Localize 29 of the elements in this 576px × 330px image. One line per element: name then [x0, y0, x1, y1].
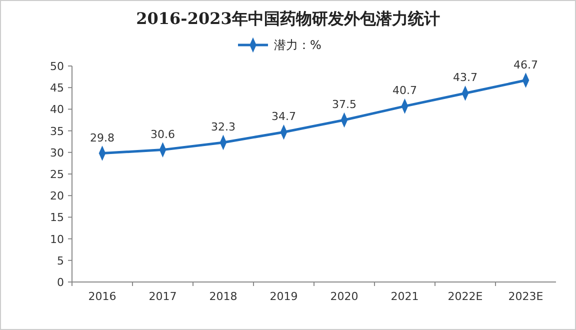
x-tick-label: 2020: [330, 290, 358, 303]
y-tick-label: 45: [50, 82, 64, 95]
x-tick-label: 2019: [270, 290, 298, 303]
chart-title: 2016-2023年中国药物研发外包潜力统计: [136, 9, 440, 28]
data-label: 34.7: [272, 110, 296, 124]
data-label: 29.8: [90, 131, 114, 144]
x-tick-label: 2022E: [448, 290, 483, 303]
y-tick-label: 0: [57, 276, 64, 289]
legend-label: 潜力：%: [274, 38, 322, 52]
y-tick-label: 20: [50, 190, 64, 203]
data-label: 30.6: [150, 128, 175, 141]
x-tick-label: 2017: [148, 290, 177, 303]
x-tick-label: 2023E: [508, 290, 544, 303]
y-tick-label: 10: [50, 232, 64, 246]
y-tick-label: 15: [50, 211, 64, 224]
y-tick-label: 25: [50, 168, 64, 181]
y-tick-label: 35: [50, 124, 64, 138]
y-tick-label: 30: [50, 146, 64, 160]
data-label: 37.5: [332, 98, 356, 111]
x-tick-label: 2021: [390, 290, 419, 303]
data-label: 43.7: [453, 71, 478, 84]
data-label: 32.3: [211, 120, 236, 134]
x-tick-label: 2018: [209, 290, 238, 303]
data-label: 46.7: [514, 58, 538, 72]
y-tick-label: 40: [50, 103, 64, 116]
data-label: 40.7: [392, 84, 417, 98]
y-tick-label: 50: [50, 60, 64, 73]
x-tick-label: 2016: [88, 290, 116, 303]
y-tick-label: 5: [57, 254, 64, 268]
